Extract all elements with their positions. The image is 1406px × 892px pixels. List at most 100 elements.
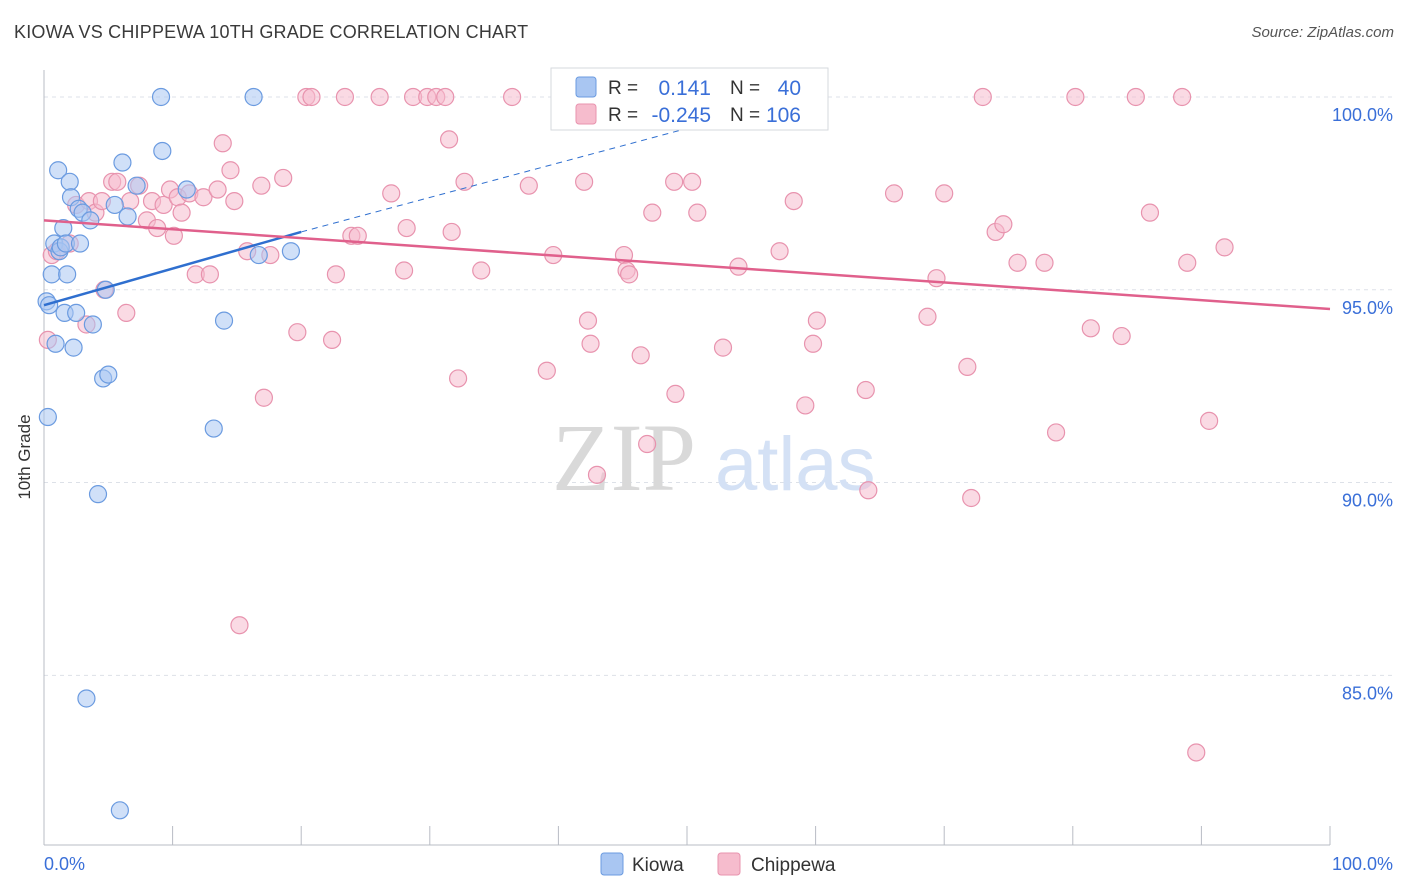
chippewa-point [1035, 253, 1054, 272]
x-tick-label-left: 0.0% [44, 854, 85, 874]
y-tick-label-1: 95.0% [1342, 298, 1393, 318]
chippewa-point [631, 346, 650, 365]
chippewa-point [121, 191, 140, 211]
chippewa-point [537, 361, 556, 380]
chippewa-point [448, 369, 468, 388]
chippewa-point [581, 334, 600, 353]
chippewa-point [666, 384, 685, 403]
chippewa-point [620, 265, 639, 284]
chippewa-point [688, 203, 707, 222]
watermark: ZIP atlas [552, 404, 876, 511]
chippewa-point [918, 307, 937, 326]
watermark-atlas: atlas [715, 422, 876, 507]
watermark-zip: ZIP [552, 404, 696, 511]
legend: Kiowa Chippewa [600, 852, 836, 876]
chippewa-point [154, 195, 173, 215]
chippewa-point [252, 176, 271, 195]
stats-box-frame [550, 67, 829, 131]
chippewa-point [665, 172, 684, 191]
kiowa-point [77, 689, 96, 708]
chippewa-point [288, 323, 307, 342]
chippewa-point [394, 261, 414, 280]
chippewa-point [397, 218, 416, 238]
kiowa-point [38, 407, 57, 427]
y-tick-label-0: 100.0% [1332, 105, 1393, 125]
chippewa-point [638, 434, 657, 454]
chippewa-point [503, 87, 522, 107]
chart-title: KIOWA VS CHIPPEWA 10TH GRADE CORRELATION… [14, 22, 529, 42]
chippewa-point [172, 203, 191, 222]
kiowa-point [204, 419, 223, 438]
kiowa-point [110, 801, 129, 820]
kiowa-point [88, 485, 108, 504]
kiowa-point [60, 172, 79, 191]
source-credit: Source: ZipAtlas.com [1251, 24, 1394, 41]
kiowa-point [281, 242, 301, 261]
chippewa-point [274, 168, 293, 188]
chippewa-point [958, 357, 977, 376]
chippewa-point [200, 265, 219, 284]
chippewa-point [164, 226, 183, 245]
chippewa-point [973, 87, 992, 107]
chippewa-point [1200, 411, 1219, 430]
chippewa-point [326, 265, 346, 284]
kiowa-n-label: N = [730, 78, 760, 99]
chippewa-point [1215, 238, 1234, 257]
x-ticks [43, 826, 1331, 845]
legend-chippewa-swatch [717, 852, 741, 876]
kiowa-point [118, 207, 137, 226]
kiowa-point [113, 153, 132, 172]
chippewa-point [962, 488, 981, 508]
chippewa-n-label: N = [730, 105, 760, 126]
x-tick-label-right: 100.0% [1332, 854, 1393, 874]
chippewa-point [194, 188, 213, 207]
chippewa-point [322, 330, 342, 350]
chippewa-point [254, 388, 274, 407]
kiowa-point [83, 315, 102, 334]
chippewa-point [1066, 87, 1085, 107]
chippewa-point [436, 87, 455, 107]
chippewa-point [884, 184, 904, 203]
kiowa-point [105, 195, 124, 215]
chippewa-point [1140, 203, 1160, 222]
chippewa-point [803, 334, 823, 353]
chippewa-point [439, 130, 459, 149]
kiowa-point [127, 176, 146, 195]
chippewa-point [108, 172, 127, 191]
kiowa-r-value: 0.141 [658, 77, 711, 100]
chippewa-point [230, 616, 249, 635]
chippewa-point [1126, 87, 1145, 107]
chippewa-point [1173, 87, 1192, 107]
chippewa-point [784, 191, 803, 211]
chippewa-point [859, 481, 878, 500]
chippewa-point [335, 87, 355, 107]
chippewa-point [796, 396, 815, 415]
chippewa-point [302, 87, 321, 107]
kiowa-point [64, 338, 83, 357]
chippewa-point [1112, 326, 1131, 346]
chippewa-point [807, 311, 826, 330]
chippewa-point [1081, 319, 1100, 338]
chippewa-point [1008, 253, 1027, 272]
chippewa-point [1187, 743, 1206, 762]
chippewa-point [348, 226, 367, 245]
kiowa-point [67, 303, 86, 323]
y-tick-label-3: 85.0% [1342, 683, 1393, 703]
chippewa-point [587, 465, 607, 484]
kiowa-r-label: R = [608, 78, 638, 99]
y-axis-title: 10th Grade [15, 414, 34, 499]
chippewa-point [213, 134, 232, 153]
chippewa-point [683, 172, 702, 191]
chippewa-point [382, 184, 401, 203]
kiowa-point [177, 180, 196, 199]
kiowa-n-value: 40 [778, 77, 801, 100]
kiowa-point [42, 265, 61, 284]
kiowa-point [244, 87, 263, 107]
kiowa-trend-line [43, 230, 302, 307]
chippewa-point [935, 184, 954, 203]
chippewa-point [472, 261, 491, 280]
gridlines [44, 96, 1395, 676]
chippewa-point [221, 161, 240, 180]
chippewa-point [455, 172, 474, 191]
